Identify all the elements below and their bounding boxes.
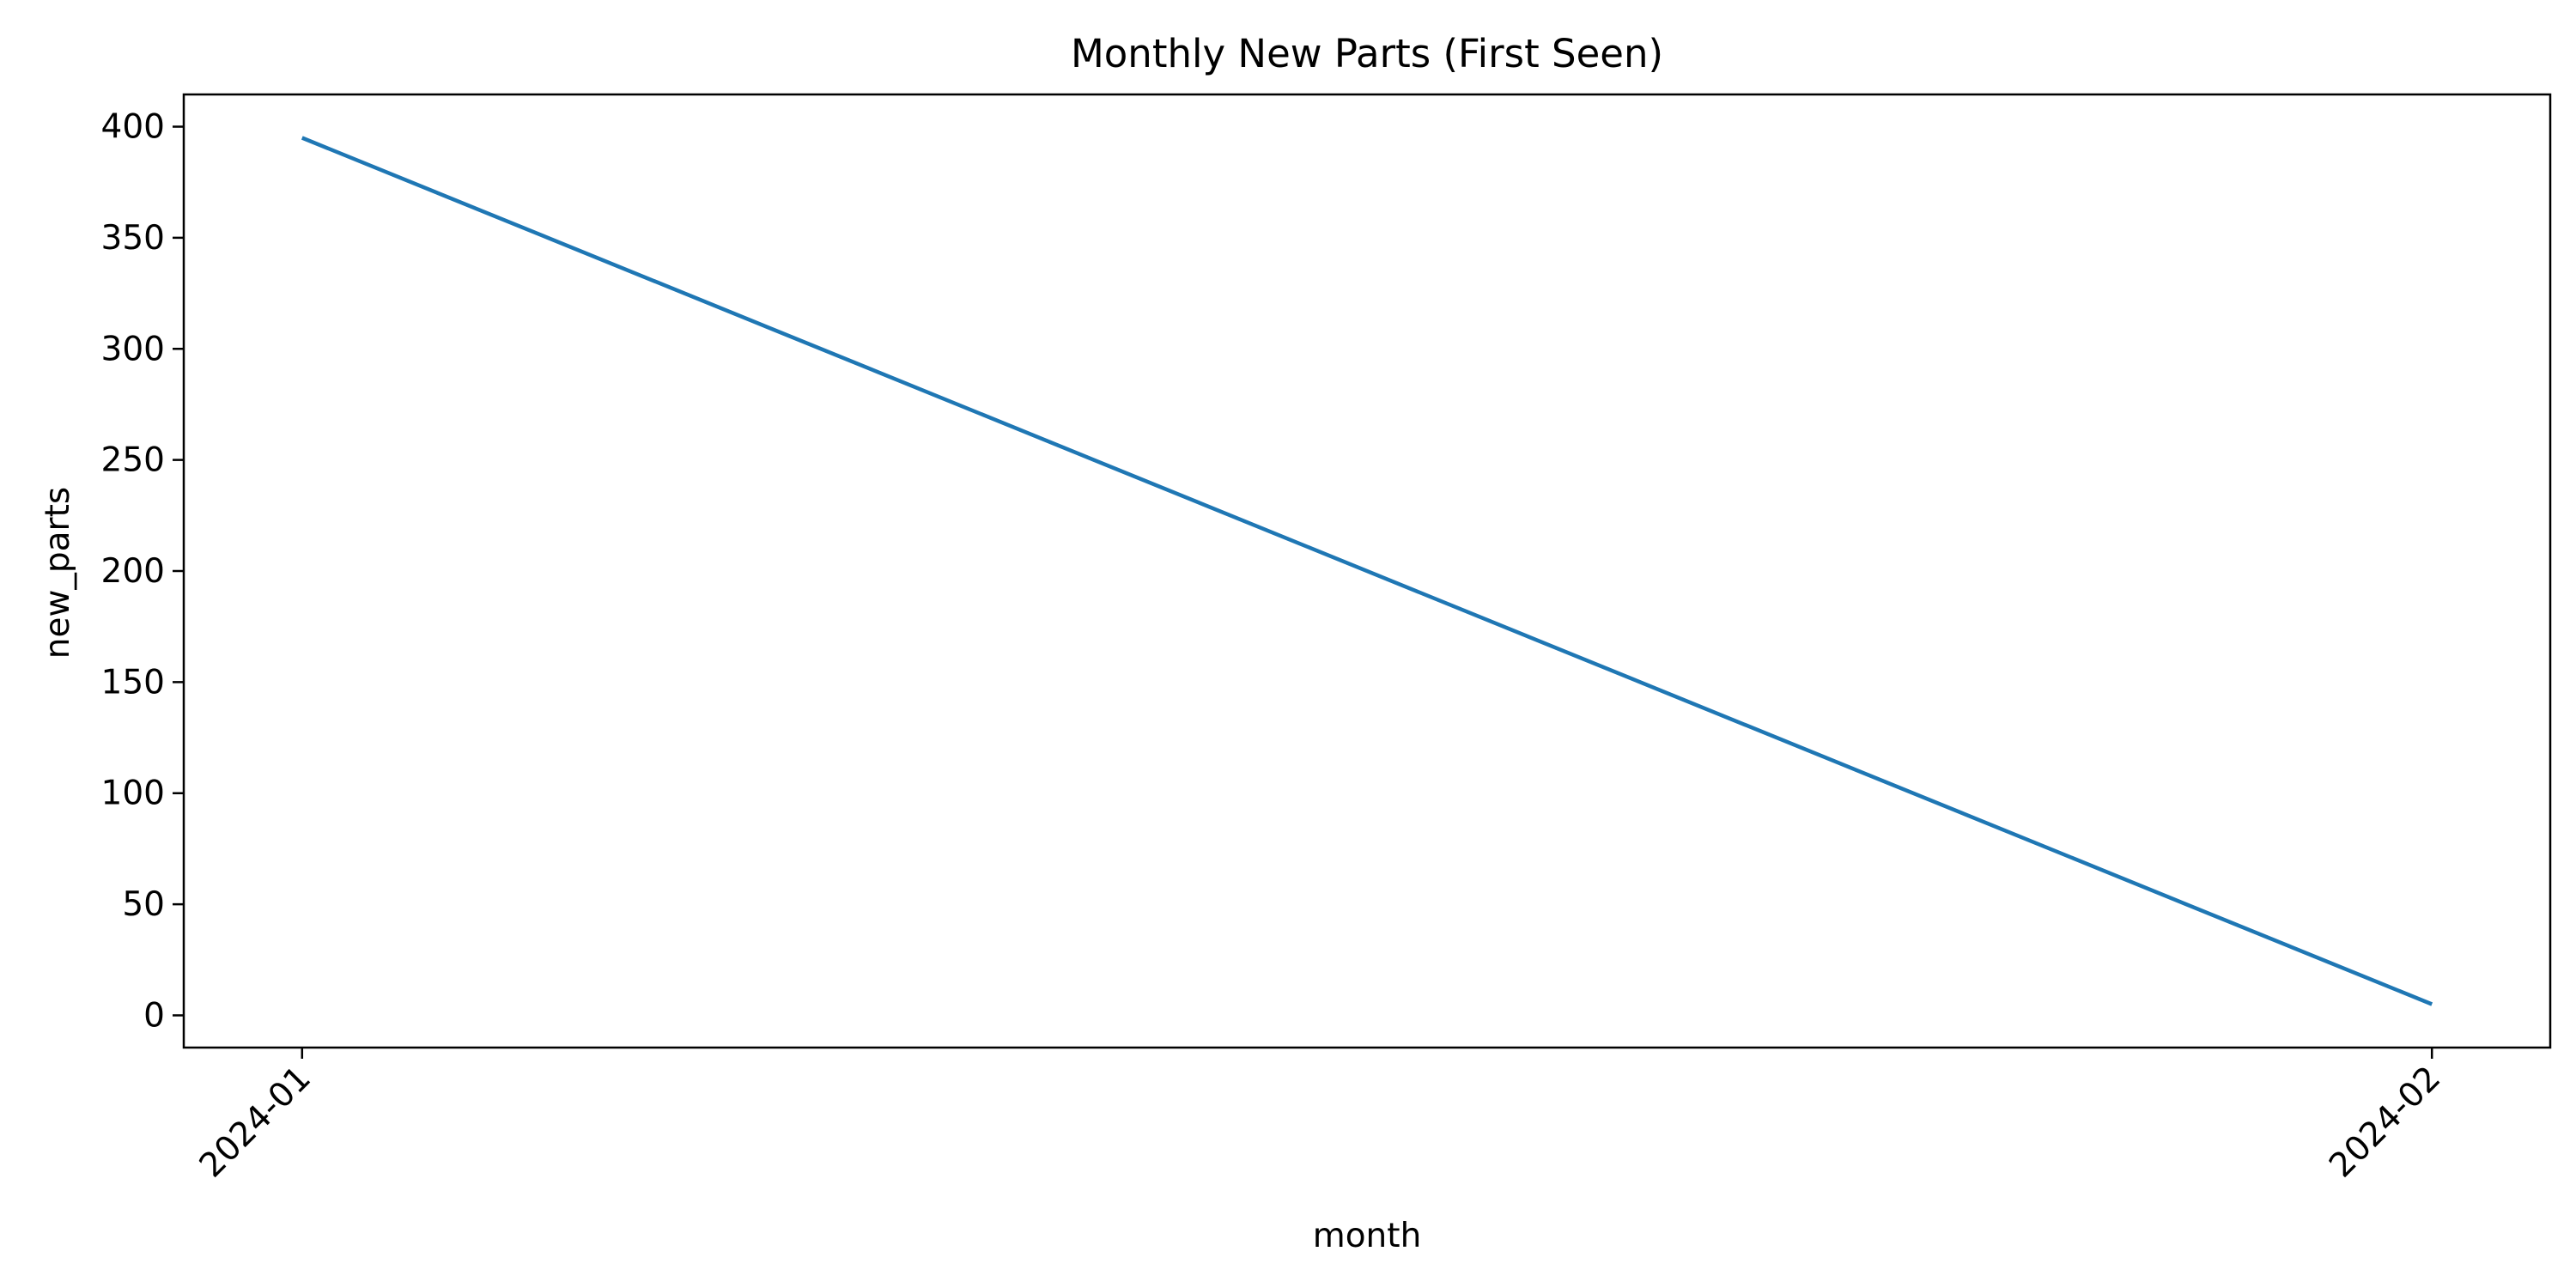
x-axis-label: month	[1313, 1217, 1422, 1255]
y-tick-label: 350	[101, 219, 165, 258]
y-tick-label: 0	[143, 996, 165, 1035]
y-tick-label: 100	[101, 775, 165, 813]
y-tick-label: 400	[101, 108, 165, 147]
series-line	[301, 136, 2433, 1006]
y-tick-label: 200	[101, 552, 165, 591]
y-tick-label: 150	[101, 663, 165, 702]
y-axis-label: new_parts	[39, 487, 77, 659]
y-tick-label: 50	[122, 885, 165, 924]
y-tick-label: 250	[101, 441, 165, 480]
chart-title: Monthly New Parts (First Seen)	[1071, 31, 1663, 76]
y-tick-label: 300	[101, 330, 165, 368]
